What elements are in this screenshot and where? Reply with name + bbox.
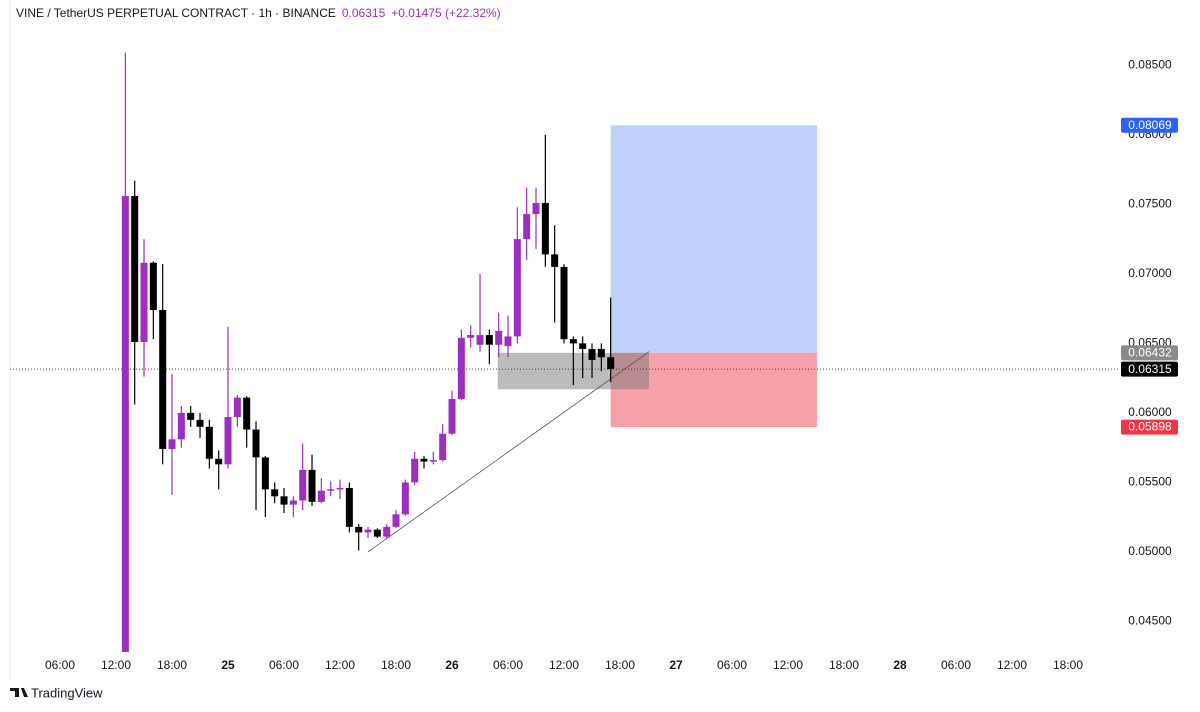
candle-body — [541, 202, 549, 255]
candle-body — [560, 266, 568, 340]
candle-body — [467, 335, 475, 338]
x-tick-label: 25 — [221, 658, 235, 672]
candle-body — [196, 419, 204, 427]
target-price-label: 0.08069 — [1128, 118, 1172, 132]
candle-body — [205, 426, 213, 459]
candle-body — [420, 458, 428, 462]
candle-body — [140, 262, 148, 342]
candle-body — [495, 330, 503, 345]
candle-body — [243, 397, 251, 430]
candle-body — [299, 469, 307, 501]
candle-body — [383, 526, 391, 537]
candle-body — [569, 339, 577, 344]
last-price-label-bg — [1121, 361, 1178, 377]
header-change: +0.01475 (+22.32%) — [391, 6, 500, 20]
y-tick-label: 0.07000 — [1128, 266, 1172, 280]
candle-body — [355, 526, 363, 533]
candle-body — [159, 310, 167, 450]
y-tick-label: 0.04500 — [1128, 614, 1172, 628]
candle-body — [411, 458, 419, 483]
entry-price-label: 0.06432 — [1128, 346, 1172, 360]
candle-body — [532, 202, 540, 215]
x-tick-label: 12:00 — [773, 658, 803, 672]
x-tick-label: 28 — [893, 658, 907, 672]
tradingview-logo: TradingView — [10, 685, 103, 700]
candle-body — [504, 336, 512, 347]
y-tick-label: 0.06000 — [1128, 405, 1172, 419]
candle-body — [513, 239, 521, 337]
y-tick-label: 0.05000 — [1128, 544, 1172, 558]
stop-price-label-bg — [1121, 419, 1178, 435]
x-tick-label: 18:00 — [1053, 658, 1083, 672]
candle-body — [401, 482, 409, 515]
candle-body — [607, 357, 615, 370]
brand: TradingView — [31, 685, 103, 700]
candle-body — [579, 343, 587, 349]
entry-price-label-bg — [1121, 345, 1178, 361]
candle-body — [373, 529, 381, 537]
x-tick-label: 06:00 — [45, 658, 75, 672]
candle-body — [261, 457, 269, 490]
y-tick-label: 0.08500 — [1128, 58, 1172, 72]
candle-body — [364, 529, 372, 533]
x-tick-label: 12:00 — [101, 658, 131, 672]
x-tick-label: 18:00 — [829, 658, 859, 672]
x-tick-label: 18:00 — [157, 658, 187, 672]
candle-body — [551, 254, 559, 267]
candle-body — [308, 469, 316, 502]
stop-price-label: 0.05898 — [1128, 420, 1172, 434]
candle-body — [448, 398, 456, 434]
trend-line — [367, 351, 650, 553]
logo-icon — [10, 688, 28, 697]
x-tick-label: 12:00 — [997, 658, 1027, 672]
x-tick-label: 12:00 — [549, 658, 579, 672]
x-tick-label: 18:00 — [381, 658, 411, 672]
target-price-label-bg — [1121, 117, 1178, 133]
candle-body — [597, 348, 605, 358]
candle-body — [327, 489, 335, 491]
candle-body — [149, 262, 157, 311]
last-price-label: 0.06315 — [1128, 362, 1172, 376]
candle-body — [439, 433, 447, 461]
candle-body — [392, 514, 400, 527]
x-tick-label: 26 — [445, 658, 459, 672]
x-tick-label: 06:00 — [717, 658, 747, 672]
candle-body — [289, 500, 297, 505]
candle-body — [215, 458, 223, 465]
candle-body — [457, 337, 465, 399]
candle-body — [177, 412, 185, 440]
x-tick-label: 12:00 — [325, 658, 355, 672]
target-zone — [610, 125, 817, 353]
candle-body — [476, 335, 484, 345]
candle-body — [523, 214, 531, 240]
chart-title: VINE / TetherUS PERPETUAL CONTRACT · 1h … — [16, 6, 336, 20]
candle-body — [187, 412, 195, 420]
x-tick-label: 06:00 — [493, 658, 523, 672]
x-tick-label: 06:00 — [941, 658, 971, 672]
candle-body — [233, 397, 241, 418]
candle-body — [121, 196, 129, 652]
candle-body — [131, 196, 139, 342]
y-tick-label: 0.07500 — [1128, 197, 1172, 211]
header-last-price: 0.06315 — [342, 6, 386, 20]
candle-body — [429, 460, 437, 462]
candle-body — [252, 429, 260, 458]
candle-body — [317, 490, 325, 502]
candle-body — [588, 348, 596, 361]
candle-body — [345, 487, 353, 527]
candle-body — [280, 496, 288, 505]
y-tick-label: 0.05500 — [1128, 475, 1172, 489]
candle-body — [485, 335, 493, 345]
x-tick-label: 18:00 — [605, 658, 635, 672]
x-tick-label: 06:00 — [269, 658, 299, 672]
candle-body — [336, 487, 344, 490]
candle-body — [271, 489, 279, 497]
x-tick-label: 27 — [669, 658, 683, 672]
candle-body — [168, 439, 176, 450]
candle-body — [224, 417, 232, 465]
